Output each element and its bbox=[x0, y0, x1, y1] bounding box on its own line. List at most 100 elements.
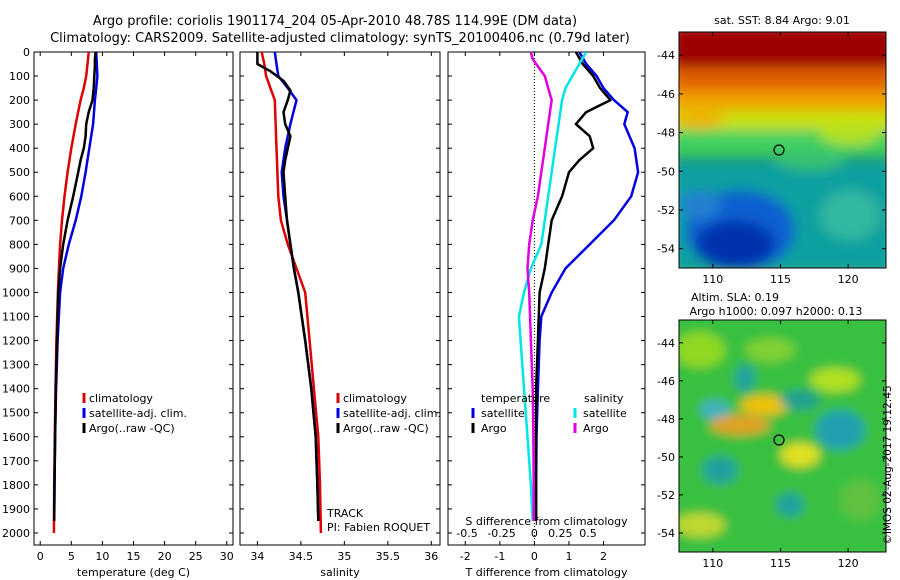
x-tick-label: 0 bbox=[37, 550, 44, 563]
y-tick-label: 1800 bbox=[2, 479, 30, 492]
x-tick-label: 35.5 bbox=[376, 550, 401, 563]
map-x-tick-label: 115 bbox=[770, 273, 791, 286]
y-tick-label: 1300 bbox=[2, 359, 30, 372]
y-tick-label: 1600 bbox=[2, 431, 30, 444]
y-tick-label: 200 bbox=[9, 94, 30, 107]
map-y-tick-label: -54 bbox=[657, 527, 675, 540]
sst-map: sat. SST: 8.84 Argo: 9.01 110 115 120 -44 -4… bbox=[657, 14, 887, 286]
map-y-tick-label: -44 bbox=[657, 337, 675, 350]
legend-label: satellite bbox=[481, 407, 525, 420]
sla-map-subtitle: Argo h1000: 0.097 h2000: 0.13 bbox=[690, 305, 863, 318]
y-tick-label: 900 bbox=[9, 262, 30, 275]
map-y-tick-label: -52 bbox=[657, 489, 675, 502]
map-x-tick-label: 120 bbox=[838, 557, 859, 570]
y-tick-label: 800 bbox=[9, 238, 30, 251]
sla-map: Altim. SLA: 0.19 Argo h1000: 0.097 h2000… bbox=[657, 291, 887, 570]
x-axis-label: salinity bbox=[320, 566, 360, 579]
x-tick-label: -2 bbox=[460, 550, 471, 563]
x-tick-label: 25 bbox=[189, 550, 203, 563]
x-label-top: S difference from climatology bbox=[465, 515, 628, 528]
sst-heatmap bbox=[679, 32, 886, 268]
map-x-tick-label: 115 bbox=[770, 557, 791, 570]
y-tick-label: 400 bbox=[9, 142, 30, 155]
map-y-tick-label: -48 bbox=[657, 413, 675, 426]
x-tick-label: 36 bbox=[424, 550, 438, 563]
s-tick-label: 0.5 bbox=[579, 527, 597, 540]
legend-label: satellite-adj. clim. bbox=[89, 407, 187, 420]
s-tick-label: 0.25 bbox=[548, 527, 573, 540]
figure-title-line-1: Argo profile: coriolis 1901174_204 05-Ap… bbox=[93, 14, 577, 29]
x-tick-label: 35 bbox=[337, 550, 351, 563]
legend-title-temperature: temperature bbox=[481, 392, 550, 405]
series-line bbox=[260, 52, 323, 534]
s-tick-label: -0.5 bbox=[456, 527, 477, 540]
sla-map-axes: 110 115 120 -44 -46 -48 -50 -52 -54 bbox=[657, 320, 886, 570]
salinity-panel: 34 34.5 35 35.5 36 salinity climatology satelli… bbox=[239, 51, 441, 579]
y-tick-label: 1500 bbox=[2, 407, 30, 420]
series-line bbox=[256, 52, 320, 522]
legend-label: climatology bbox=[89, 392, 153, 405]
series-line bbox=[534, 52, 640, 521]
map-y-tick-label: -46 bbox=[657, 375, 675, 388]
map-y-tick-label: -44 bbox=[657, 49, 675, 62]
legend-label: Argo(..raw -QC) bbox=[89, 422, 175, 435]
series-line bbox=[52, 52, 97, 522]
map-y-tick-label: -50 bbox=[657, 165, 675, 178]
y-tick-label: 500 bbox=[9, 166, 30, 179]
map-y-tick-label: -50 bbox=[657, 451, 675, 464]
x-tick-label: 0 bbox=[531, 550, 538, 563]
legend-title-salinity: salinity bbox=[584, 392, 624, 405]
y-tick-label: 700 bbox=[9, 214, 30, 227]
argo-location-marker-sst bbox=[773, 144, 785, 156]
y-tick-label: 100 bbox=[9, 70, 30, 83]
map-x-tick-label: 110 bbox=[702, 557, 723, 570]
pi-label: PI: Fabien ROQUET bbox=[327, 521, 430, 534]
y-tick-label: 1900 bbox=[2, 503, 30, 516]
x-tick-label: 2 bbox=[600, 550, 607, 563]
series-line bbox=[534, 52, 612, 521]
y-tick-label: 600 bbox=[9, 190, 30, 203]
x-tick-label: -1 bbox=[494, 550, 505, 563]
y-tick-label: 0 bbox=[23, 46, 30, 59]
series-group bbox=[256, 52, 323, 534]
s-tick-label: -0.25 bbox=[487, 527, 515, 540]
x-tick-label: 10 bbox=[95, 550, 109, 563]
track-label: TRACK bbox=[326, 507, 364, 520]
series-line bbox=[517, 52, 588, 522]
sst-map-title: sat. SST: 8.84 Argo: 9.01 bbox=[714, 14, 850, 27]
x-tick-label: 20 bbox=[158, 550, 172, 563]
y-tick-label: 1200 bbox=[2, 335, 30, 348]
sst-map-axes: 110 115 120 -44 -46 -48 -50 -52 -54 bbox=[657, 32, 886, 286]
x-tick-label: 15 bbox=[127, 550, 141, 563]
legend-label: Argo(..raw -QC) bbox=[343, 422, 429, 435]
legend-label: Argo bbox=[481, 422, 507, 435]
legend-label: satellite bbox=[583, 407, 627, 420]
map-y-tick-label: -46 bbox=[657, 88, 675, 101]
plot-frame bbox=[239, 51, 441, 546]
legend-label: satellite-adj. clim. bbox=[343, 407, 441, 420]
temperature-panel: 0100200300400500600700800900100011001200… bbox=[2, 46, 234, 579]
y-tick-label: 1100 bbox=[2, 311, 30, 324]
x-axis-label: temperature (deg C) bbox=[77, 566, 190, 579]
map-y-tick-label: -48 bbox=[657, 127, 675, 140]
difference-panel: -2 -1 0 1 2 -0.5 -0.25 0 0.25 0.5S difference fro… bbox=[447, 51, 646, 579]
map-y-tick-label: -54 bbox=[657, 243, 675, 256]
imos-watermark: ©IMOS 02-Aug-2017 19:12:45 bbox=[882, 385, 894, 544]
x-tick-label: 34.5 bbox=[289, 550, 314, 563]
series-group bbox=[52, 52, 99, 534]
x-axis-label: T difference from climatology bbox=[465, 566, 628, 579]
plot-frame bbox=[33, 51, 234, 546]
s-tick-label: 0 bbox=[531, 527, 538, 540]
x-tick-label: 1 bbox=[565, 550, 572, 563]
y-tick-label: 300 bbox=[9, 118, 30, 131]
map-x-tick-label: 110 bbox=[702, 273, 723, 286]
x-tick-label: 5 bbox=[68, 550, 75, 563]
x-tick-label: 30 bbox=[220, 550, 234, 563]
sla-map-title: Altim. SLA: 0.19 bbox=[691, 291, 779, 304]
x-tick-label: 34 bbox=[250, 550, 264, 563]
argo-location-marker-sla bbox=[773, 434, 785, 446]
map-y-tick-label: -52 bbox=[657, 204, 675, 217]
legend-label: Argo bbox=[583, 422, 609, 435]
legend-label: climatology bbox=[343, 392, 407, 405]
